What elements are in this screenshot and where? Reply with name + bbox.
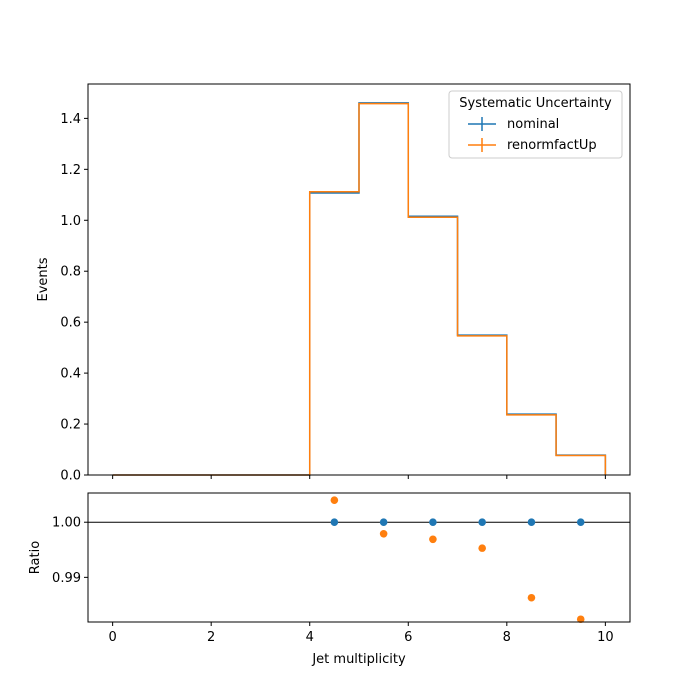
x-tick-label: 8 [503,630,511,645]
ratio-point-renormfactup [429,535,437,544]
ratio-point-nominal [379,518,388,527]
y-tick-label: 0.4 [60,367,81,382]
ratio-point-renormfactup [576,615,585,624]
legend-box [448,90,623,159]
legend-label-nominal: nominal [507,117,559,132]
legend: Systematic Uncertainty nominal renormfac… [448,90,623,159]
events-plot-frame [87,83,631,476]
ratio-point-renormfactup [527,593,536,602]
ratio-point-nominal [478,518,486,527]
events-panel: 0.0 0.2 0.4 0.6 0.8 1.0 1.2 1.4 Events [36,83,631,484]
x-axis-label: Jet multiplicity [311,652,406,667]
y-axis-label: Events [36,257,51,301]
y-tick-label: 1.0 [60,214,81,229]
ratio-point-nominal [429,518,437,527]
x-tick-label: 10 [597,630,614,645]
y-tick-label: 0.0 [60,469,81,484]
ratio-point-renormfactup [330,496,339,504]
y-tick-label: 0.8 [60,265,81,280]
x-tick-label: 2 [207,630,215,645]
y-tick-label: 0.2 [60,418,81,433]
legend-title: Systematic Uncertainty [459,96,612,111]
y-tick-label: 0.6 [60,316,81,331]
y-axis-label: Ratio [28,541,43,574]
ratio-plot-frame [87,492,631,623]
series-line-renormfactup [112,102,607,476]
y-tick-label: 0.99 [52,571,81,586]
y-tick-label: 1.00 [52,516,81,531]
ratio-point-nominal [527,518,536,527]
ratio-point-renormfactup [379,529,388,538]
y-tick-label: 1.4 [60,112,81,127]
legend-entry-nominal: nominal [468,117,559,132]
ratio-point-nominal [330,518,339,527]
legend-label-renormfactup: renormfactUp [507,138,597,153]
ratio-point-nominal [576,518,585,527]
x-tick-label: 4 [306,630,314,645]
ratio-point-renormfactup [478,544,486,552]
x-tick-label: 6 [404,630,412,645]
x-tick-label: 0 [108,630,116,645]
legend-entry-renormfactup: renormfactUp [468,138,597,153]
ratio-panel: 0.99 1.00 0 2 4 6 8 10 Jet multiplicity Ratio [28,492,631,667]
y-tick-label: 1.2 [60,163,81,178]
